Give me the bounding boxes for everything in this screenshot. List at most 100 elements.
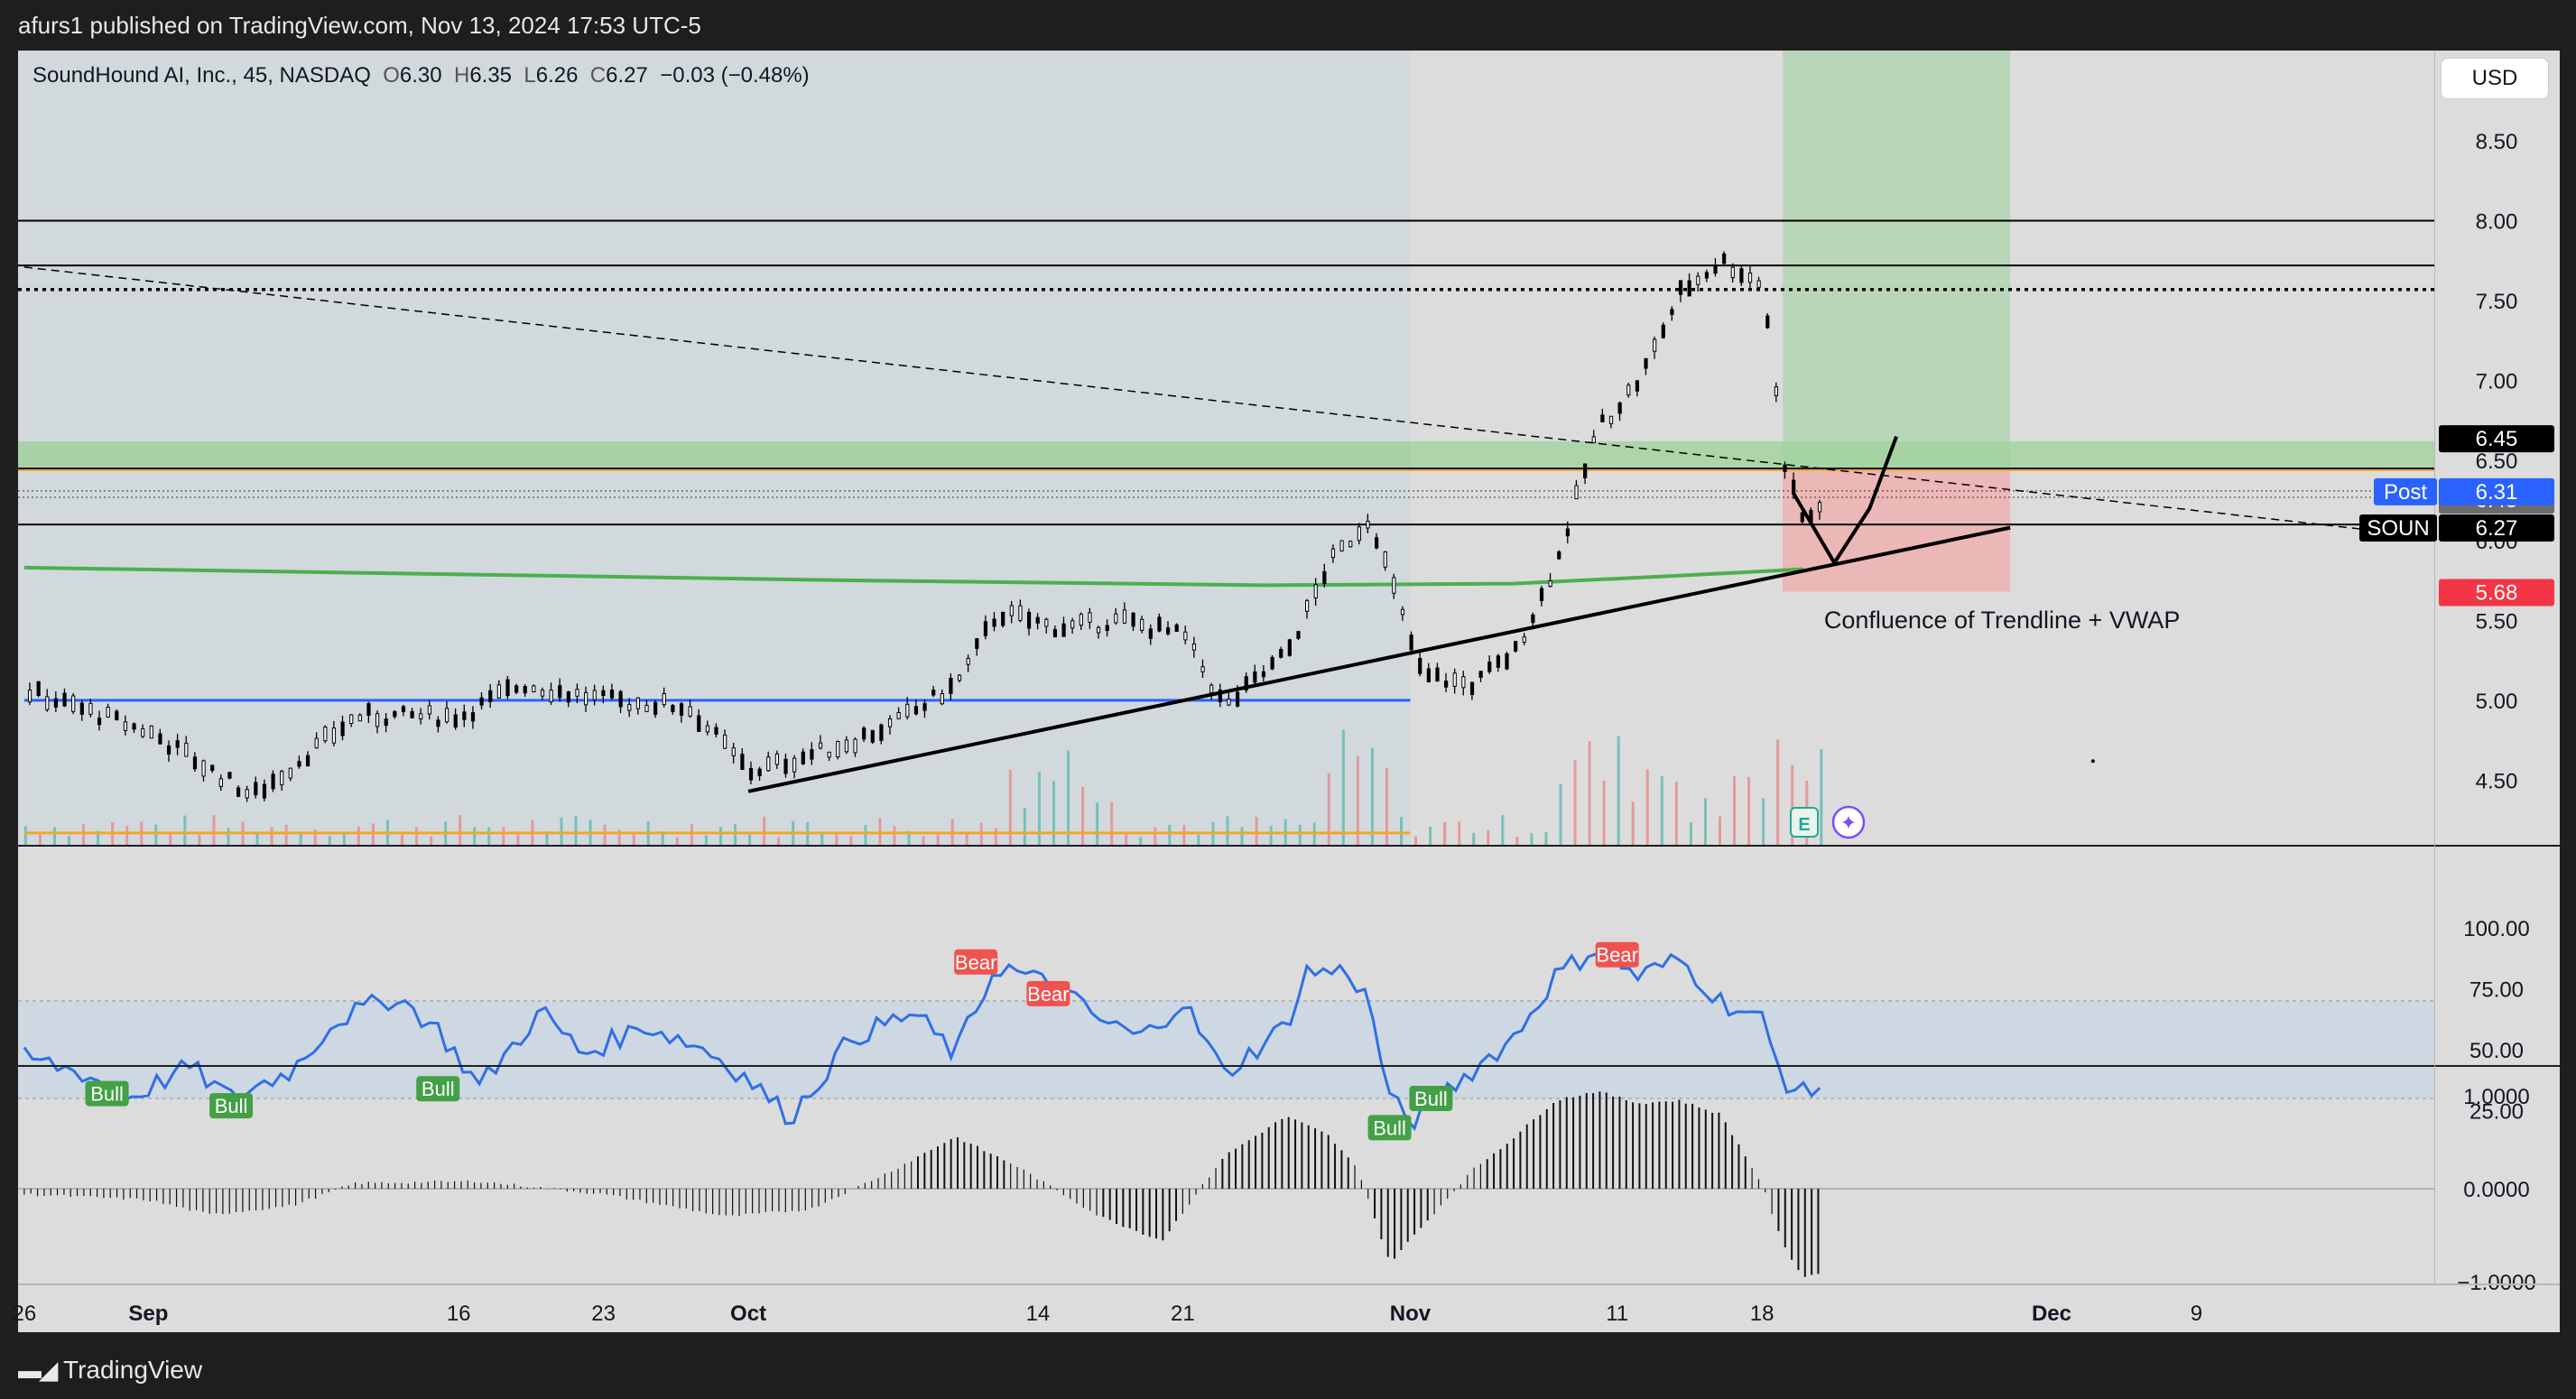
candle-body: [262, 783, 267, 799]
vwap-line[interactable]: [23, 565, 1804, 588]
tradingview-logo[interactable]: ▬◢ TradingView: [18, 1356, 202, 1385]
volume-bar: [675, 837, 679, 845]
bear-signal: [954, 949, 998, 975]
candle-body: [210, 764, 215, 772]
volume-bar: [357, 826, 360, 845]
symbol-name: SoundHound AI, Inc., 45, NASDAQ: [32, 63, 371, 88]
candle-body: [1026, 611, 1032, 629]
pane-divider-1[interactable]: [18, 845, 2560, 847]
time-tick-label: Dec: [2032, 1302, 2071, 1326]
volume-bar: [1458, 821, 1461, 845]
long-position-stop-zone[interactable]: [1783, 468, 2011, 592]
long-position-target-zone[interactable]: [1783, 51, 2011, 469]
candle-body: [1330, 548, 1336, 559]
candle-body: [1079, 614, 1083, 626]
volume-bar: [1240, 827, 1244, 845]
candle-body: [1774, 386, 1779, 396]
candle-body: [575, 689, 579, 697]
candle-body: [792, 757, 797, 773]
volume-bar: [1718, 816, 1721, 845]
candle-body: [705, 725, 710, 733]
candle-body: [1105, 625, 1109, 632]
volume-bar: [212, 815, 216, 845]
candle-body: [766, 756, 771, 772]
volume-bar: [922, 836, 925, 845]
stray-dot: [2090, 759, 2095, 764]
candles-layer: [27, 251, 1822, 802]
candle-body: [966, 657, 970, 665]
time-tick-label: 9: [2191, 1302, 2202, 1326]
candle-body: [201, 760, 206, 777]
volume-bar: [183, 815, 187, 845]
volume-bar: [1356, 755, 1359, 845]
candle-body: [627, 703, 632, 711]
chart-area[interactable]: Confluence of Trendline + VWAP BullBullB…: [0, 47, 2576, 1334]
candle-body: [1114, 613, 1118, 624]
candle-body: [1001, 611, 1005, 626]
time-tick-label: 23: [591, 1302, 616, 1326]
ascending-trendline[interactable]: [747, 525, 2011, 793]
candle-body: [1644, 357, 1648, 369]
candle-body: [1452, 672, 1457, 687]
candle-body: [1279, 648, 1283, 658]
price-axis-divider: [2434, 51, 2435, 1283]
oscillator-tick-label: 0.0000: [2463, 1178, 2529, 1202]
volume-bar: [1255, 816, 1258, 845]
candle-body: [558, 685, 562, 699]
volume-bar: [1110, 801, 1114, 845]
volume-bar: [169, 833, 172, 845]
volume-bar: [1645, 769, 1649, 845]
volume-bar: [1096, 802, 1099, 845]
volume-bar: [1762, 798, 1765, 845]
legend-high: 6.35: [469, 63, 513, 88]
bull-signal: [1367, 1115, 1412, 1141]
candle-body: [748, 767, 754, 781]
ideas-icon-glyph: ✦: [1840, 812, 1857, 835]
volume-bar: [994, 828, 997, 845]
volume-bar: [849, 835, 853, 845]
pane-divider-2[interactable]: [18, 1065, 2560, 1067]
candle-body: [1253, 671, 1257, 683]
volume-bar: [299, 834, 302, 845]
candle-body: [1409, 635, 1413, 651]
candle-body: [1730, 266, 1735, 279]
candle-body: [1696, 275, 1700, 285]
volume-bar: [1429, 826, 1432, 845]
candle-body: [584, 691, 588, 706]
earnings-icon[interactable]: [1790, 807, 1819, 838]
candle-body: [1357, 526, 1361, 542]
candle-body: [1765, 315, 1770, 329]
volume-bar: [1081, 786, 1085, 845]
candle-body: [1383, 551, 1387, 568]
bull-signal: [416, 1076, 460, 1102]
candle-body: [36, 681, 41, 697]
volume-bar: [1689, 822, 1692, 845]
volume-bar: [1573, 760, 1577, 845]
volume-bar: [1501, 815, 1505, 845]
candle-body: [1157, 616, 1162, 632]
candle-body: [913, 706, 919, 715]
candle-body: [1096, 626, 1101, 634]
time-tick-label: 26: [13, 1302, 37, 1326]
volume-bar: [878, 818, 882, 845]
volume-bar: [632, 832, 635, 845]
annotation-text[interactable]: Confluence of Trendline + VWAP: [1824, 607, 2180, 634]
volume-bar: [1660, 775, 1663, 845]
candle-body: [862, 727, 866, 740]
event-icons[interactable]: E ✦: [1790, 805, 1866, 839]
projection-drawing[interactable]: [1791, 435, 1898, 565]
currency-button[interactable]: USD: [2441, 58, 2549, 99]
candle-body: [393, 710, 397, 718]
ideas-icon[interactable]: [1831, 805, 1866, 839]
candle-body: [1348, 541, 1353, 548]
volume-bar: [1197, 834, 1200, 845]
symbol-legend[interactable]: SoundHound AI, Inc., 45, NASDAQ O6.30 H6…: [32, 63, 810, 88]
rsi-line[interactable]: [23, 951, 1821, 1132]
candle-body: [1035, 616, 1040, 624]
candle-body: [1296, 631, 1301, 639]
volume-bar: [23, 826, 27, 845]
descending-trendline[interactable]: [23, 266, 2434, 538]
candle-body: [1444, 680, 1449, 688]
candle-body: [1261, 671, 1266, 678]
candle-body: [1461, 676, 1466, 689]
